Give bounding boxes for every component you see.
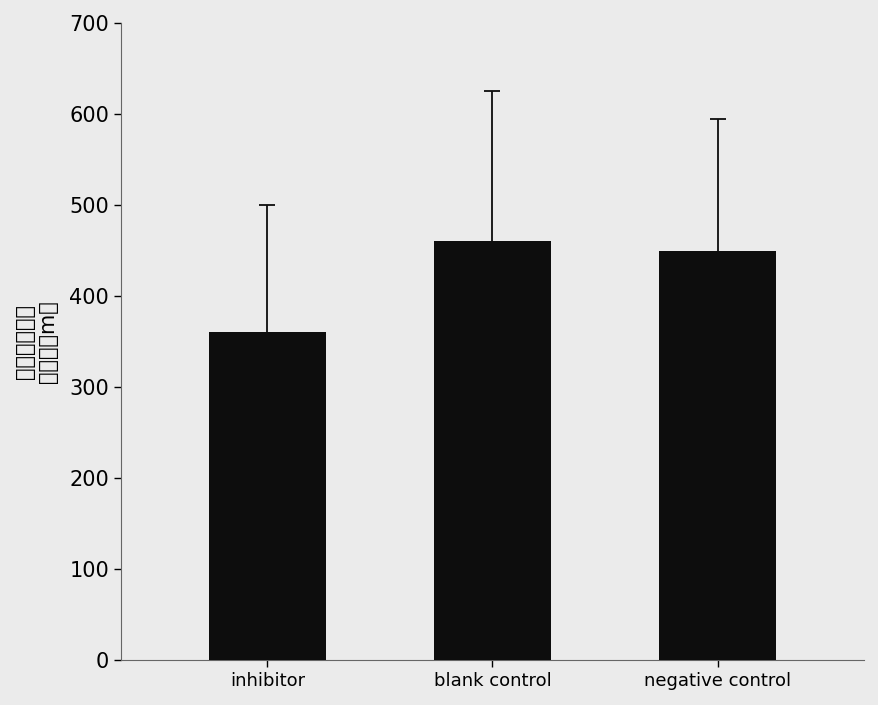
Y-axis label: 虫体长度均値
（单位：m）: 虫体长度均値 （单位：m） <box>15 300 58 383</box>
Bar <box>209 333 326 660</box>
Bar <box>658 250 775 660</box>
Bar <box>434 242 551 660</box>
